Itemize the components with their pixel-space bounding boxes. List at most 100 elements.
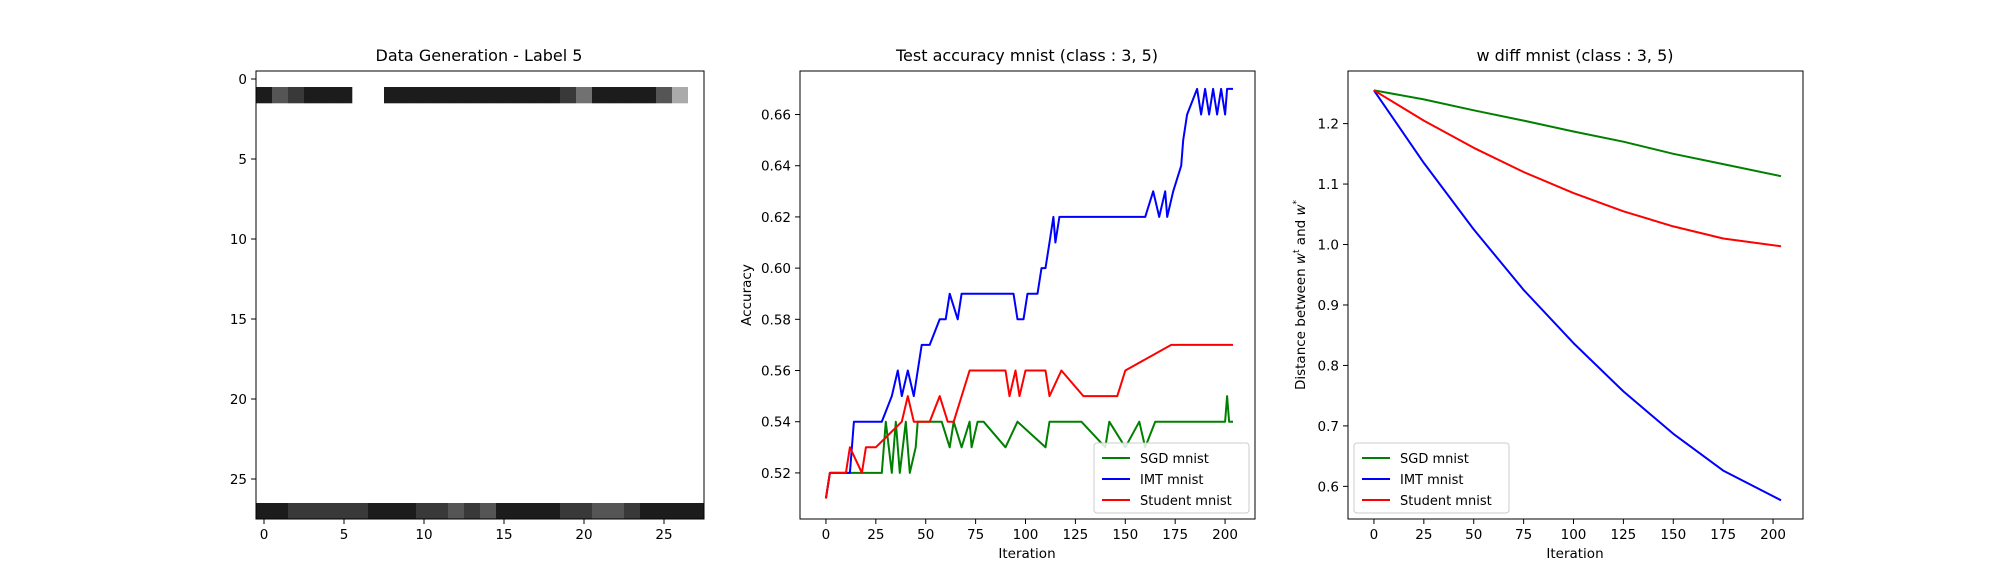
- heatmap-cell: [464, 87, 481, 104]
- accuracy-ylabel: Accuracy: [739, 264, 755, 326]
- heatmap-cell: [336, 87, 353, 104]
- xtick-label: 125: [1063, 527, 1089, 543]
- accuracy-xlabel: Iteration: [998, 546, 1055, 562]
- heatmap-cell: [608, 503, 625, 520]
- ytick-label: 0.62: [761, 210, 791, 226]
- heatmap-cell: [272, 503, 289, 520]
- heatmap-cell: [432, 87, 449, 104]
- series-line-sgd-mnist: [824, 395, 1233, 499]
- heatmap-cell: [544, 503, 561, 520]
- heatmap-cell: [448, 87, 465, 104]
- heatmap-cell: [256, 87, 273, 104]
- xtick-label: 75: [967, 527, 984, 543]
- heatmap-cell: [512, 87, 529, 104]
- xtick-label: 175: [1710, 527, 1736, 543]
- heatmap-cell: [336, 503, 353, 520]
- heatmap-cell: [672, 503, 689, 520]
- wdiff-legend: SGD mnist IMT mnist Student mnist: [1353, 442, 1510, 514]
- heatmap-xtick-label: 15: [495, 527, 512, 543]
- heatmap-xtick-label: 0: [260, 527, 269, 543]
- ytick-label: 1.0: [1318, 238, 1339, 254]
- heatmap-cell: [272, 87, 289, 104]
- heatmap-cell: [624, 503, 641, 520]
- xtick-label: 25: [867, 527, 884, 543]
- heatmap-cell: [640, 87, 657, 104]
- heatmap-axes: 0 5 10 15 20 25 0 5 10 15 20 25: [230, 72, 673, 543]
- xtick-label: 200: [1212, 527, 1238, 543]
- wdiff-plot: 0 25 50 75 100 125 150 175 200 0.6 0.7 0.8 0.9 1.0 1.1…: [1318, 89, 1786, 543]
- wdiff-ylabel: Distance between wt and w*: [1292, 199, 1309, 390]
- heatmap-ytick-label: 15: [230, 312, 247, 328]
- ytick-label: 0.8: [1318, 358, 1339, 374]
- heatmap-cell: [384, 87, 401, 104]
- series-line-imt-mnist: [1373, 89, 1782, 502]
- ytick-label: 0.56: [761, 364, 791, 380]
- heatmap-cell: [416, 503, 433, 520]
- heatmap-cell: [576, 503, 593, 520]
- heatmap-xtick-label: 20: [575, 527, 592, 543]
- legend-label: IMT mnist: [1400, 473, 1464, 488]
- legend-box: [1093, 442, 1250, 514]
- heatmap-cell: [400, 87, 417, 104]
- heatmap-ytick-label: 25: [230, 472, 247, 488]
- wdiff-title: w diff mnist (class : 3, 5): [1476, 46, 1673, 65]
- heatmap-title: Data Generation - Label 5: [376, 46, 583, 65]
- xtick-label: 0: [1370, 527, 1379, 543]
- xtick-label: 200: [1760, 527, 1786, 543]
- accuracy-frame: [799, 70, 1256, 520]
- legend-label: SGD mnist: [1400, 452, 1469, 467]
- ytick-label: 0.66: [761, 108, 791, 124]
- heatmap-cell: [496, 503, 513, 520]
- series-line-student-mnist: [1373, 89, 1782, 248]
- xtick-label: 75: [1515, 527, 1532, 543]
- ytick-label: 0.9: [1318, 298, 1339, 314]
- heatmap-cell: [688, 503, 705, 520]
- xtick-label: 25: [1415, 527, 1432, 543]
- heatmap-cell: [624, 87, 641, 104]
- heatmap-cell: [592, 503, 609, 520]
- ytick-label: 1.2: [1318, 117, 1339, 133]
- heatmap-cell: [304, 503, 321, 520]
- heatmap-cell: [608, 87, 625, 104]
- xtick-label: 150: [1660, 527, 1686, 543]
- heatmap-cell: [464, 503, 481, 520]
- heatmap-cell: [560, 87, 577, 104]
- heatmap-cell: [384, 503, 401, 520]
- heatmap-cell: [672, 87, 689, 104]
- heatmap-ytick-label: 0: [238, 72, 247, 88]
- xtick-label: 175: [1162, 527, 1188, 543]
- heatmap-cell: [256, 503, 273, 520]
- ytick-label: 0.7: [1318, 419, 1339, 435]
- heatmap-frame: [255, 70, 705, 520]
- panel-w-diff: w diff mnist (class : 3, 5) 0 25 50 75 100 12…: [1292, 46, 1804, 562]
- heatmap-xtick-label: 5: [340, 527, 349, 543]
- heatmap-cell: [560, 503, 577, 520]
- heatmap-cell: [640, 503, 657, 520]
- heatmap-cell: [400, 503, 417, 520]
- heatmap-cell: [432, 503, 449, 520]
- legend-label: Student mnist: [1400, 494, 1492, 509]
- panel-test-accuracy: Test accuracy mnist (class : 3, 5) 0 25 50…: [739, 46, 1256, 562]
- heatmap-cell: [352, 503, 369, 520]
- heatmap-cell: [304, 87, 321, 104]
- accuracy-plot: 0 25 50 75 100 125 150 175 200 0.52 0.54 0.56 0.58 0.…: [761, 87, 1238, 543]
- ytick-label: 0.64: [761, 159, 791, 175]
- heatmap-image: [256, 87, 705, 520]
- series-line-imt-mnist: [824, 87, 1233, 499]
- heatmap-ytick-label: 10: [230, 232, 247, 248]
- heatmap-cell: [656, 503, 673, 520]
- heatmap-cell: [528, 87, 545, 104]
- legend-label: Student mnist: [1140, 494, 1232, 509]
- ytick-label: 0.58: [761, 312, 791, 328]
- heatmap-ytick-label: 20: [230, 392, 247, 408]
- heatmap-cell: [416, 87, 433, 104]
- heatmap-cell: [320, 503, 337, 520]
- heatmap-cell: [288, 87, 305, 104]
- heatmap-cell: [656, 87, 673, 104]
- heatmap-xtick-label: 25: [655, 527, 672, 543]
- series-line-student-mnist: [824, 343, 1233, 499]
- heatmap-cell: [448, 503, 465, 520]
- heatmap-cell: [480, 503, 497, 520]
- heatmap-cell: [544, 87, 561, 104]
